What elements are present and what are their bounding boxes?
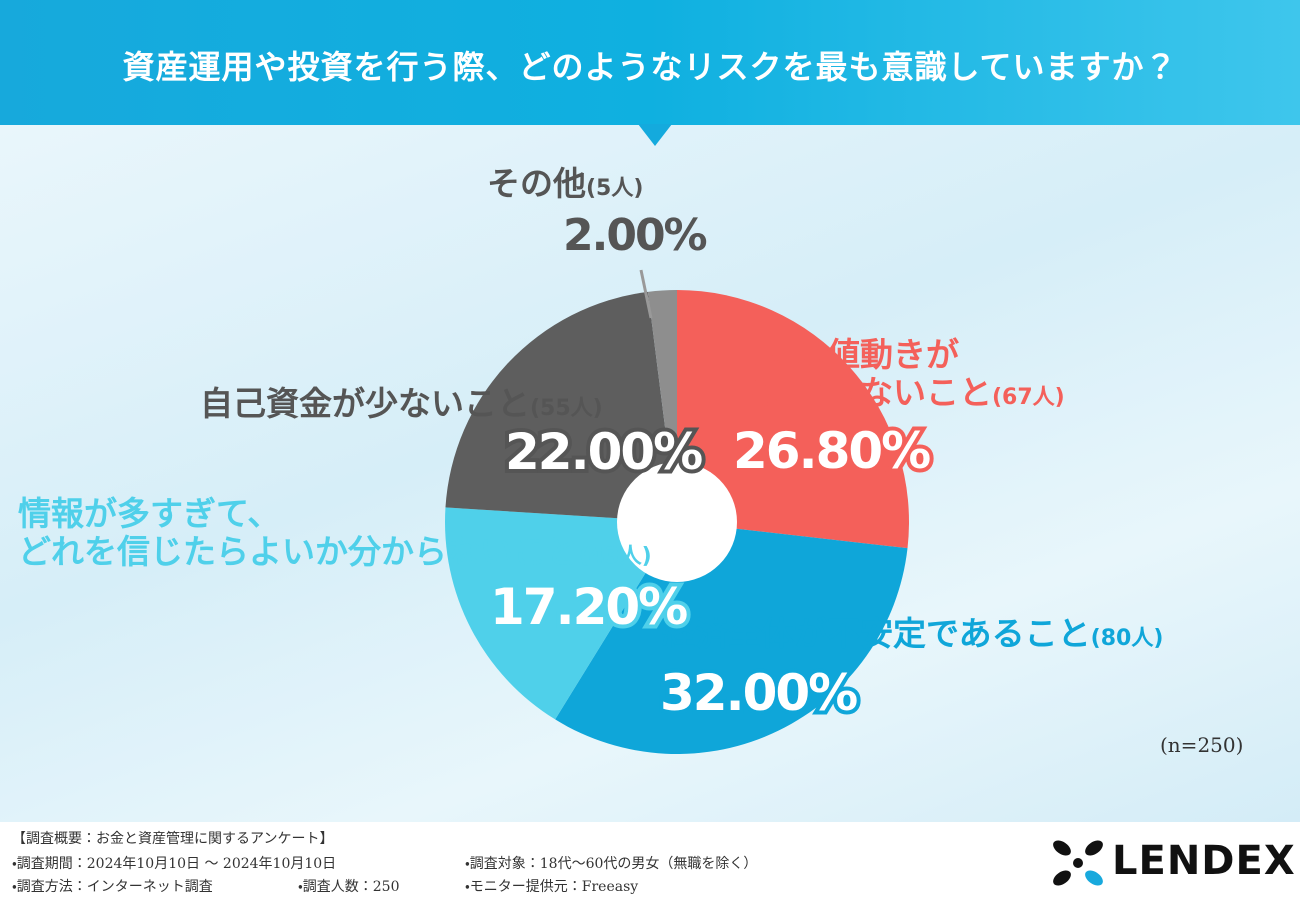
pie-slice bbox=[677, 290, 909, 549]
value-label: 26.80% bbox=[729, 418, 935, 484]
category-label: 情報が多すぎて、 どれを信じたらよいか分からないこと bbox=[18, 494, 579, 571]
sample-size: (n=250) bbox=[1160, 733, 1244, 757]
title-pointer bbox=[638, 124, 672, 146]
slice-label: 情報が多すぎて、 どれを信じたらよいか分からないこと(43人) bbox=[18, 495, 652, 571]
value-label: 2.00% bbox=[563, 210, 708, 261]
title: 資産運用や投資を行う際、どのようなリスクを最も意識していますか？ bbox=[122, 48, 1178, 86]
footer-item: ・調査方法：インターネット調査 bbox=[12, 879, 213, 895]
value-label: 32.00% bbox=[656, 660, 862, 726]
leader-line bbox=[639, 269, 653, 319]
count-label: (67人) bbox=[992, 384, 1065, 410]
count-label: (5人) bbox=[586, 176, 644, 201]
slice-label: その他(5人) bbox=[487, 165, 643, 203]
value-label: 22.00% bbox=[501, 419, 707, 485]
footer-heading: 【調査概要：お金と資産管理に関するアンケート】 bbox=[12, 831, 334, 847]
category-label: 市場の値動きが 予測できないこと bbox=[728, 335, 992, 412]
footer: 【調査概要：お金と資産管理に関するアンケート】 ・調査期間：2024年10月10… bbox=[0, 822, 1300, 900]
category-label: 経済全体が不安定であること bbox=[662, 614, 1091, 653]
count-label: (55人) bbox=[530, 396, 603, 421]
category-label: 自己資金が少ないこと bbox=[200, 384, 530, 423]
logo: LENDEX bbox=[1112, 838, 1296, 884]
pie-slice bbox=[445, 291, 677, 522]
footer-item: ・調査人数：250 bbox=[298, 879, 400, 895]
footer-item: ・調査期間：2024年10月10日 〜 2024年10月10日 bbox=[12, 856, 337, 872]
count-label: (80人) bbox=[1090, 626, 1164, 651]
slice-label: 市場の値動きが 予測できないこと(67人) bbox=[728, 336, 1065, 412]
donut-hole bbox=[617, 462, 737, 582]
pie-slice bbox=[555, 522, 908, 754]
value-label: 17.20% bbox=[486, 574, 692, 640]
footer-item: ・調査対象：18代〜60代の男女（無職を除く） bbox=[465, 856, 758, 872]
slice-label: 経済全体が不安定であること(80人) bbox=[662, 615, 1163, 653]
pie-slice bbox=[445, 507, 677, 720]
count-label: (43人) bbox=[579, 543, 652, 569]
category-label: その他 bbox=[487, 164, 586, 203]
title-bar bbox=[0, 0, 1300, 125]
footer-item: ・モニター提供元：Freeasy bbox=[465, 879, 639, 895]
slice-label: 自己資金が少ないこと(55人) bbox=[200, 385, 603, 423]
